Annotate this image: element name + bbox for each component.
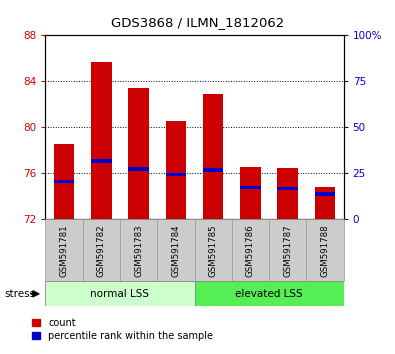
Text: GSM591784: GSM591784: [171, 224, 181, 277]
Legend: count, percentile rank within the sample: count, percentile rank within the sample: [32, 318, 213, 341]
Text: GSM591787: GSM591787: [283, 224, 292, 277]
Bar: [45, 281, 194, 306]
Text: stress: stress: [4, 289, 35, 299]
Bar: [128, 167, 149, 171]
Bar: [277, 168, 298, 219]
Text: GSM591786: GSM591786: [246, 224, 255, 277]
Bar: [91, 159, 112, 162]
Bar: [45, 219, 83, 281]
Text: GDS3868 / ILMN_1812062: GDS3868 / ILMN_1812062: [111, 16, 284, 29]
Bar: [83, 219, 120, 281]
Bar: [315, 193, 335, 196]
Text: GSM591785: GSM591785: [209, 224, 218, 277]
Text: GSM591781: GSM591781: [60, 224, 69, 277]
Bar: [157, 219, 194, 281]
Bar: [240, 185, 261, 189]
Bar: [315, 187, 335, 219]
Bar: [203, 168, 224, 172]
Bar: [166, 121, 186, 219]
Bar: [203, 94, 224, 219]
Bar: [54, 180, 74, 183]
Bar: [194, 281, 344, 306]
Bar: [277, 187, 298, 190]
Bar: [232, 219, 269, 281]
Bar: [54, 144, 74, 219]
Bar: [240, 167, 261, 219]
Text: normal LSS: normal LSS: [90, 289, 149, 299]
Bar: [166, 173, 186, 176]
Bar: [269, 219, 307, 281]
Bar: [194, 219, 232, 281]
Text: GSM591783: GSM591783: [134, 224, 143, 277]
Text: GSM591782: GSM591782: [97, 224, 106, 277]
Text: GSM591788: GSM591788: [320, 224, 329, 277]
Bar: [307, 219, 344, 281]
Bar: [91, 62, 112, 219]
Bar: [128, 88, 149, 219]
Text: elevated LSS: elevated LSS: [235, 289, 303, 299]
Bar: [120, 219, 157, 281]
